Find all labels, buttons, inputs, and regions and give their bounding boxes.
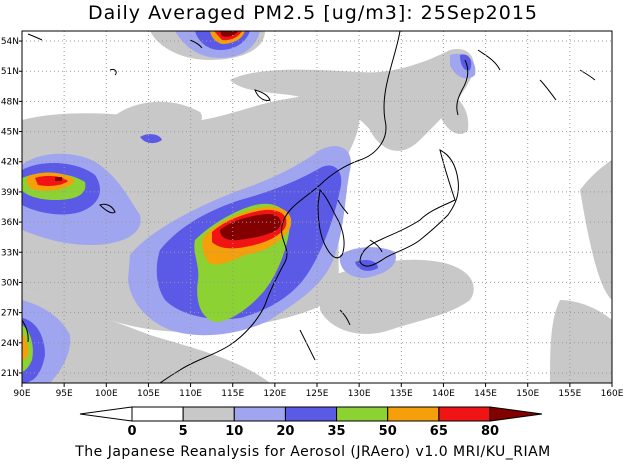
lon-tick-label: 155E xyxy=(558,389,581,399)
colorbar-swatch xyxy=(438,406,491,422)
pm25-shading-layer xyxy=(22,31,612,383)
lat-tick-label: 21N xyxy=(1,369,19,379)
colorbar-swatch xyxy=(131,406,184,422)
colorbar-left-arrow xyxy=(79,406,133,422)
colorbar-label: 10 xyxy=(225,424,243,439)
colorbar: 0 5 10 20 35 50 65 80 xyxy=(79,406,543,439)
lon-tick-label: 125E xyxy=(306,389,329,399)
lon-tick-label: 95E xyxy=(56,389,73,399)
lat-tick-label: 33N xyxy=(1,248,19,258)
colorbar-label: 5 xyxy=(179,424,188,439)
colorbar-label: 80 xyxy=(481,424,499,439)
lon-tick-label: 150E xyxy=(516,389,539,399)
lon-tick-label: 135E xyxy=(390,389,413,399)
lon-tick-label: 100E xyxy=(95,389,118,399)
lon-tick-label: 140E xyxy=(432,389,455,399)
lon-tick-label: 115E xyxy=(221,389,244,399)
lon-tick-label: 105E xyxy=(137,389,160,399)
lon-tick-label: 160E xyxy=(601,389,624,399)
coastline xyxy=(22,31,596,383)
lat-tick-label: 24N xyxy=(1,339,19,349)
lon-tick-label: 90E xyxy=(13,389,30,399)
colorbar-label: 20 xyxy=(276,424,294,439)
lat-tick-label: 45N xyxy=(1,128,19,138)
credit-line: The Japanese Reanalysis for Aerosol (JRA… xyxy=(75,444,551,460)
colorbar-swatch xyxy=(336,406,389,422)
colorbar-label: 0 xyxy=(127,424,136,439)
longitude-ticks: 90E 95E 100E 105E 110E 115E 120E 125E 130E 135E 14… xyxy=(13,383,624,399)
colorbar-swatch xyxy=(182,406,235,422)
lon-tick-label: 120E xyxy=(263,389,286,399)
latitude-ticks: 21N 24N 27N 30N 33N 36N 39N 42N 45N 48N 51N 54N xyxy=(1,37,22,379)
lat-tick-label: 39N xyxy=(1,188,19,198)
colorbar-swatch xyxy=(387,406,440,422)
lon-tick-label: 130E xyxy=(348,389,371,399)
lat-tick-label: 42N xyxy=(1,158,19,168)
lat-tick-label: 36N xyxy=(1,218,19,228)
lat-tick-label: 48N xyxy=(1,97,19,107)
lat-tick-label: 54N xyxy=(1,37,19,47)
map-grid xyxy=(22,31,612,383)
colorbar-label: 65 xyxy=(430,424,448,439)
map-title: Daily Averaged PM2.5 [ug/m3]: 25Sep2015 xyxy=(87,2,539,24)
lat-tick-label: 51N xyxy=(1,67,19,77)
colorbar-swatch xyxy=(284,406,338,422)
colorbar-swatch xyxy=(233,406,286,422)
lon-tick-label: 145E xyxy=(474,389,497,399)
colorbar-label: 35 xyxy=(328,424,346,439)
lat-tick-label: 30N xyxy=(1,278,19,288)
colorbar-label: 50 xyxy=(379,424,397,439)
lon-tick-label: 110E xyxy=(179,389,202,399)
lat-tick-label: 27N xyxy=(1,309,19,319)
colorbar-right-arrow xyxy=(489,406,543,422)
